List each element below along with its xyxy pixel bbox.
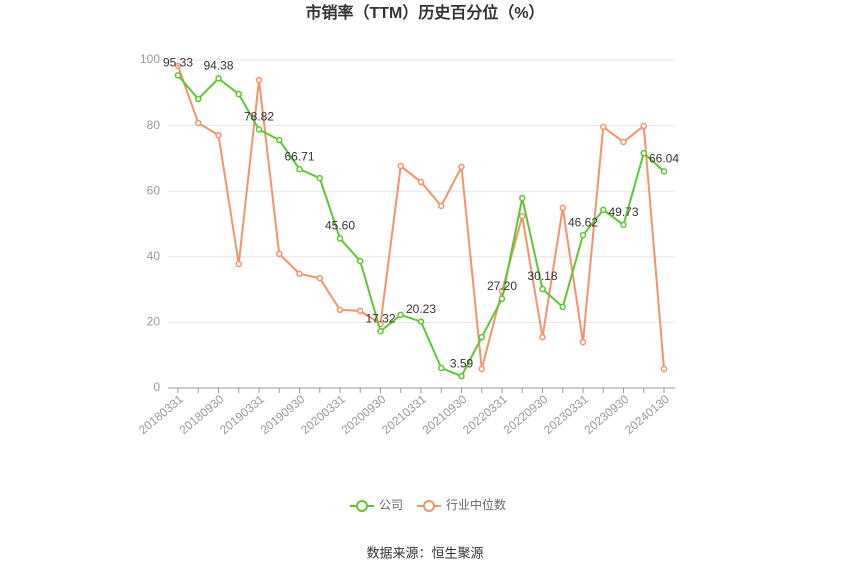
point — [357, 257, 364, 265]
point — [660, 168, 668, 175]
point — [336, 235, 344, 242]
point — [478, 365, 485, 373]
point — [519, 212, 526, 220]
point — [195, 119, 202, 127]
x-tick-label: 20240130 — [622, 392, 672, 437]
point — [559, 303, 566, 311]
legend-label: 行业中位数 — [446, 497, 506, 512]
point — [438, 364, 445, 372]
point — [255, 76, 263, 84]
point — [478, 333, 485, 341]
point — [600, 123, 607, 131]
data-label: 20.23 — [406, 302, 436, 316]
chart-title: 市销率（TTM）历史百分位（%） — [305, 3, 544, 22]
point — [519, 194, 526, 202]
data-label: 3.59 — [450, 356, 474, 370]
legend-marker — [423, 500, 435, 512]
point — [417, 178, 425, 186]
y-tick-label: 80 — [147, 118, 161, 132]
point — [640, 149, 647, 157]
data-label: 94.38 — [203, 59, 233, 73]
point — [640, 122, 647, 130]
point — [195, 95, 202, 103]
point — [579, 231, 587, 239]
point — [215, 75, 222, 82]
point — [316, 174, 323, 182]
point — [276, 136, 283, 144]
point — [215, 131, 222, 139]
point — [579, 338, 587, 346]
legend-marker — [356, 500, 368, 512]
data-label: 66.04 — [649, 152, 679, 166]
point — [377, 327, 384, 335]
point — [559, 204, 566, 212]
point — [620, 138, 627, 146]
point — [235, 260, 242, 268]
data-label: 30.18 — [527, 269, 557, 283]
point — [620, 221, 627, 229]
point — [276, 250, 283, 258]
y-tick-label: 60 — [147, 183, 161, 197]
point — [296, 165, 303, 173]
data-label: 45.60 — [325, 219, 355, 233]
data-label: 17.32 — [365, 311, 395, 325]
point — [397, 311, 404, 319]
point — [255, 126, 263, 133]
data-label: 66.71 — [284, 149, 314, 163]
point — [438, 202, 445, 210]
point — [316, 274, 323, 282]
legend-label: 公司 — [379, 498, 403, 512]
point — [458, 372, 465, 380]
data-label: 46.62 — [568, 215, 598, 229]
y-tick-label: 0 — [153, 380, 160, 394]
point — [174, 72, 182, 79]
point — [357, 307, 364, 315]
data-label: 78.82 — [244, 110, 274, 124]
point — [660, 365, 668, 373]
source: 数据来源：恒生聚源 — [366, 545, 483, 560]
point — [539, 333, 546, 341]
point — [296, 270, 303, 278]
point — [397, 162, 404, 170]
y-tick-label: 20 — [147, 315, 161, 329]
point — [498, 295, 506, 303]
data-label: 95.33 — [163, 55, 193, 69]
point — [458, 163, 465, 171]
point — [417, 318, 425, 325]
data-label: 49.73 — [608, 205, 638, 219]
point — [600, 206, 607, 214]
y-tick-label: 100 — [140, 52, 160, 66]
data-label: 27.20 — [487, 279, 517, 293]
point — [235, 90, 242, 98]
y-tick-label: 40 — [147, 249, 161, 263]
point — [539, 285, 546, 293]
point — [174, 62, 182, 70]
point — [336, 306, 344, 314]
